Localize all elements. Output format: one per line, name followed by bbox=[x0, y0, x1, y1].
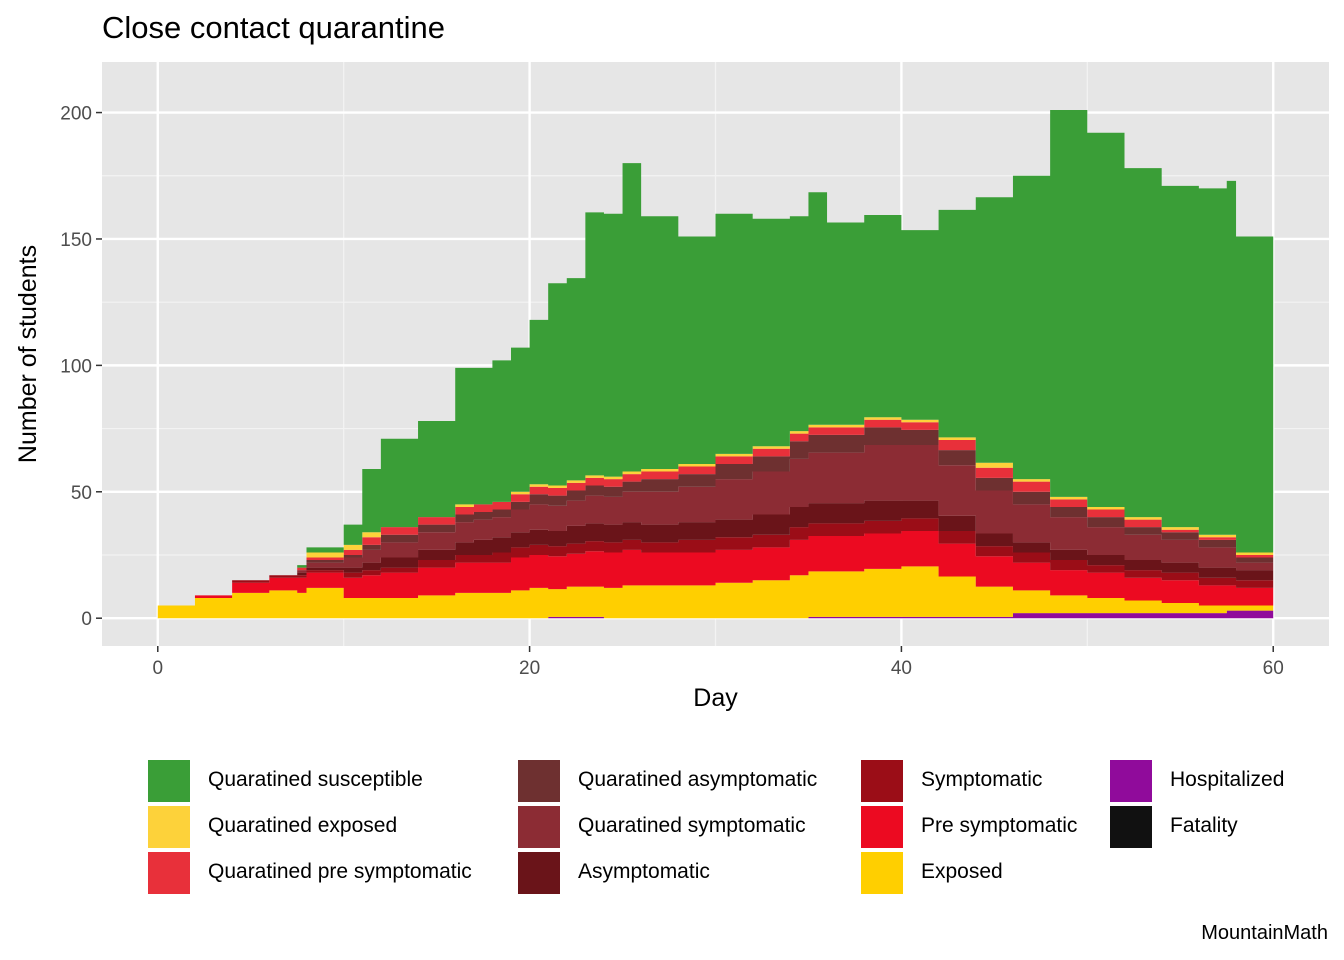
legend-column: Symptomatic Pre symptomatic Exposed bbox=[861, 758, 1221, 896]
legend-label: Quaratined symptomatic bbox=[578, 814, 806, 837]
legend-item: Exposed bbox=[861, 850, 1221, 896]
legend-label: Fatality bbox=[1170, 814, 1238, 837]
legend-key bbox=[518, 760, 560, 802]
legend-column: Hospitalized Fatality bbox=[1110, 758, 1344, 850]
legend-key bbox=[1110, 806, 1152, 848]
legend-item: Fatality bbox=[1110, 804, 1344, 850]
area-symptomatic bbox=[157, 518, 1274, 606]
legend-label: Pre symptomatic bbox=[921, 814, 1078, 837]
caption: MountainMath bbox=[1201, 922, 1328, 944]
area-quaratined-symptomatic bbox=[157, 445, 1274, 606]
legend-item: Quaratined susceptible bbox=[148, 758, 508, 804]
y-tick-label: 50 bbox=[71, 483, 92, 504]
legend-item: Symptomatic bbox=[861, 758, 1221, 804]
chart-area: 0 20 40 60 0 50 100 150 200 Day Number of students bbox=[14, 62, 1329, 712]
x-axis-title: Day bbox=[693, 684, 738, 712]
area-quaratined-asymptomatic bbox=[157, 427, 1274, 606]
legend-item: Quaratined pre symptomatic bbox=[148, 850, 508, 896]
legend-column: Quaratined asymptomatic Quaratined sympto… bbox=[518, 758, 878, 896]
legend-label: Asymptomatic bbox=[578, 860, 710, 883]
legend-label: Quaratined pre symptomatic bbox=[208, 860, 472, 883]
legend-key bbox=[148, 760, 190, 802]
legend-key bbox=[148, 806, 190, 848]
legend-key bbox=[518, 852, 560, 894]
x-tick-label: 40 bbox=[891, 658, 912, 679]
area-pre-symptomatic bbox=[157, 530, 1274, 606]
y-tick-label: 150 bbox=[60, 230, 92, 251]
legend-item: Quaratined exposed bbox=[148, 804, 508, 850]
legend: Quaratined susceptible Quaratined exposed… bbox=[148, 758, 1338, 898]
legend-label: Quaratined susceptible bbox=[208, 768, 423, 791]
legend-key bbox=[861, 806, 903, 848]
legend-label: Exposed bbox=[921, 860, 1003, 883]
x-tick-label: 0 bbox=[152, 658, 163, 679]
legend-key bbox=[518, 806, 560, 848]
area-quaratined-susceptible bbox=[157, 110, 1274, 606]
legend-label: Symptomatic bbox=[921, 768, 1043, 791]
legend-item: Pre symptomatic bbox=[861, 804, 1221, 850]
legend-item: Quaratined asymptomatic bbox=[518, 758, 878, 804]
legend-key bbox=[1110, 760, 1152, 802]
legend-item: Quaratined symptomatic bbox=[518, 804, 878, 850]
legend-label: Hospitalized bbox=[1170, 768, 1285, 791]
legend-key bbox=[148, 852, 190, 894]
legend-key bbox=[861, 852, 903, 894]
legend-key bbox=[861, 760, 903, 802]
y-axis-title: Number of students bbox=[14, 245, 42, 463]
y-tick-label: 200 bbox=[60, 104, 92, 125]
x-tick-label: 60 bbox=[1263, 658, 1284, 679]
legend-item: Hospitalized bbox=[1110, 758, 1344, 804]
legend-label: Quaratined asymptomatic bbox=[578, 768, 818, 791]
y-tick-label: 0 bbox=[81, 609, 92, 630]
area-hospitalized bbox=[157, 610, 1274, 619]
area-quaratined-exposed bbox=[157, 417, 1274, 606]
legend-column: Quaratined susceptible Quaratined exposed… bbox=[148, 758, 508, 896]
area-exposed bbox=[157, 566, 1274, 619]
chart-title: Close contact quarantine bbox=[102, 10, 445, 45]
x-tick-label: 20 bbox=[519, 658, 540, 679]
legend-label: Quaratined exposed bbox=[208, 814, 398, 837]
legend-item: Asymptomatic bbox=[518, 850, 878, 896]
y-tick-label: 100 bbox=[60, 356, 92, 377]
